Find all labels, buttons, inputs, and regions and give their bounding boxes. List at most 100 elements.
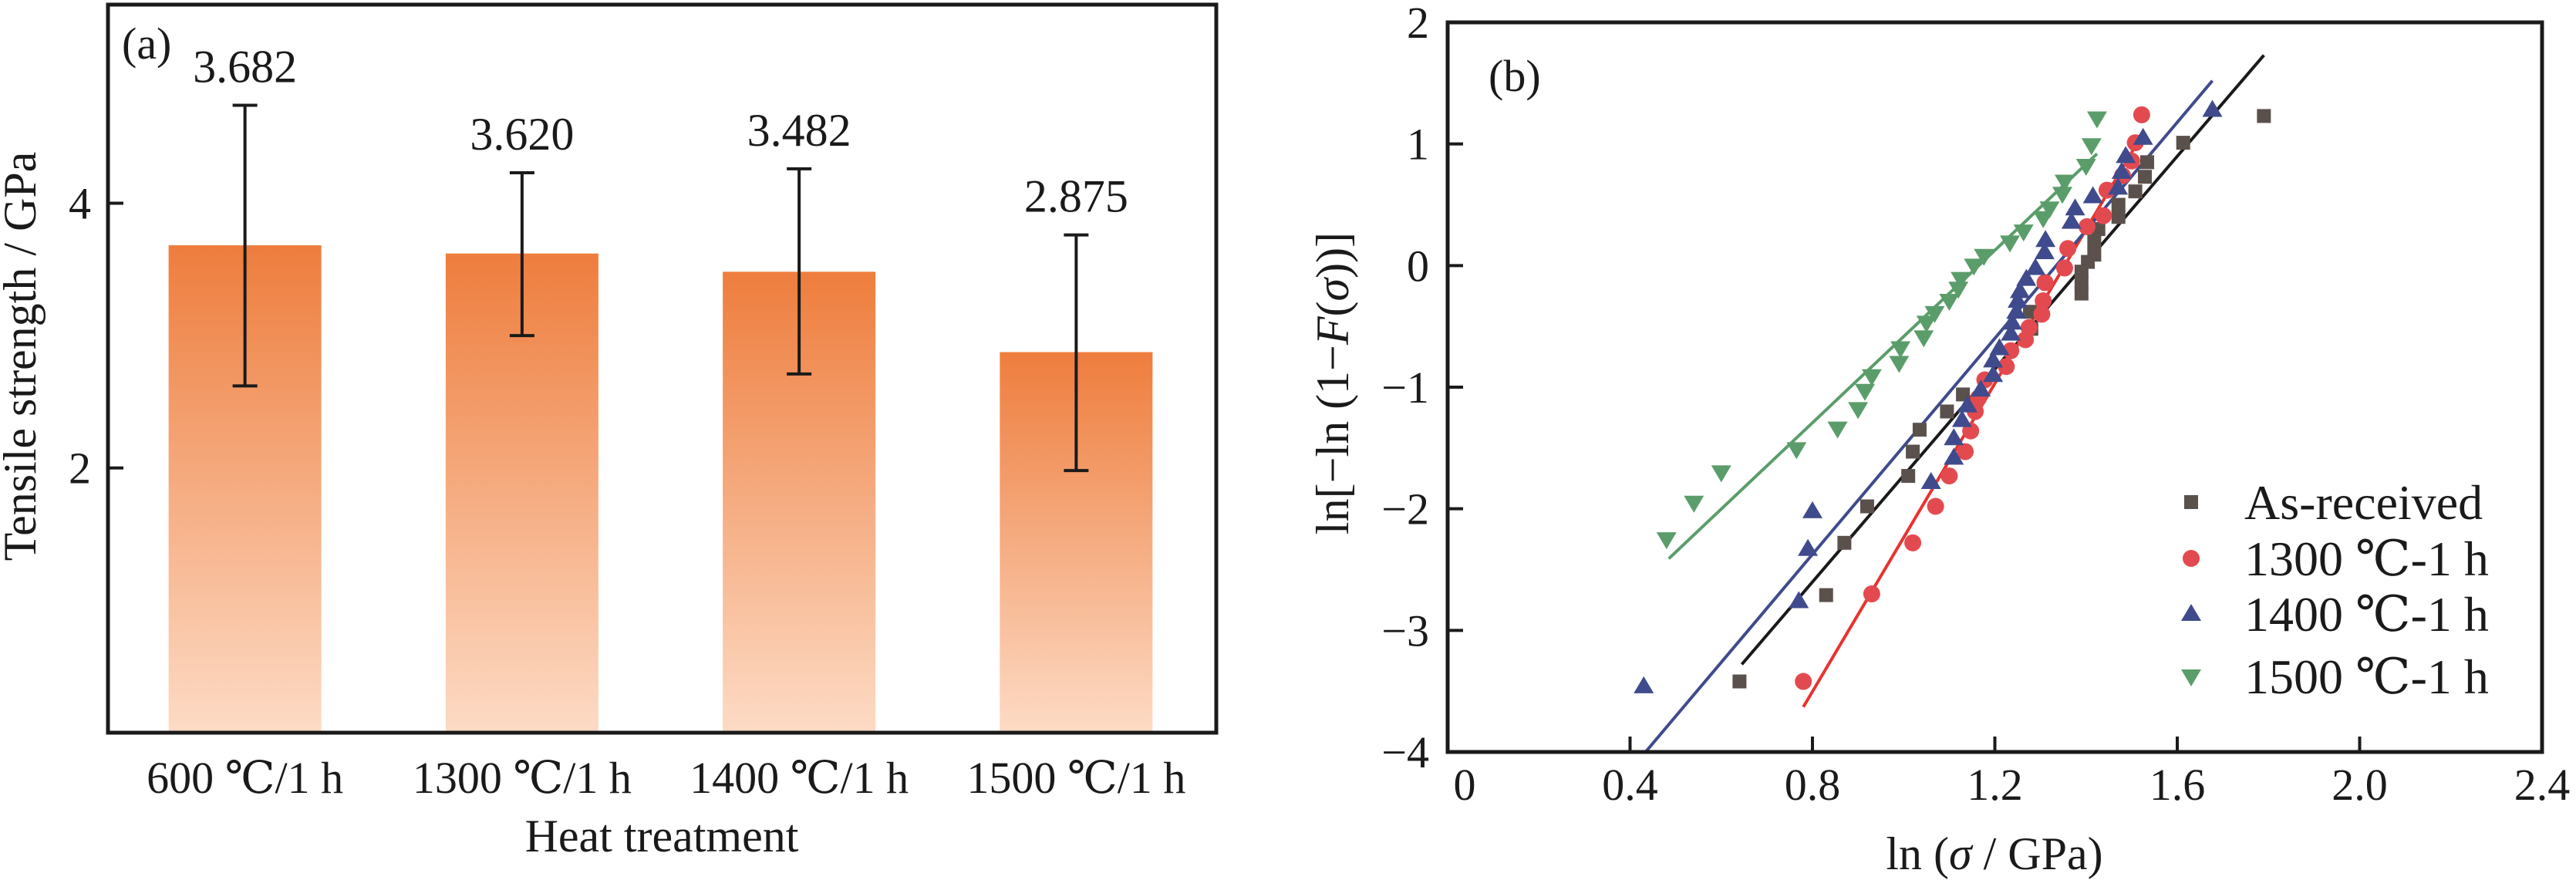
x-tick-label: 2.4	[2514, 760, 2571, 810]
data-point	[2081, 138, 2102, 156]
data-point	[2111, 161, 2132, 179]
error-bar	[787, 167, 812, 376]
data-point	[1890, 341, 1911, 359]
data-point	[2116, 146, 2136, 164]
bar-value-label: 3.482	[747, 105, 851, 156]
series-3-points	[1656, 111, 2107, 550]
data-point	[1634, 676, 1654, 693]
series-0-points	[1732, 109, 2271, 689]
error-bars	[232, 103, 1089, 473]
data-point	[1913, 330, 1934, 348]
data-point	[1940, 404, 1954, 419]
data-point	[2111, 197, 2126, 212]
error-bar	[1064, 233, 1089, 473]
data-point	[1964, 258, 1984, 276]
bar-value-label: 3.682	[193, 41, 297, 92]
y-tick-label: −1	[1381, 362, 1429, 413]
panel-b-weibull-plot: −4 −3 −2 −1 0 1 2 0 0.4 0.8 1.2 1.6 2.0 2.4 (b) ln (…	[1307, 0, 2570, 879]
legend-marker	[2183, 550, 2200, 567]
x-axis-labels-a: 600 ℃/1 h 1300 ℃/1 h 1400 ℃/1 h 1500 ℃/1 h	[147, 753, 1185, 803]
data-point	[1795, 673, 1812, 690]
error-bar	[232, 103, 258, 388]
data-point	[2065, 198, 2085, 216]
data-point	[1974, 248, 1994, 266]
data-point	[2054, 174, 2075, 192]
data-point	[1863, 585, 1880, 603]
data-point	[2138, 170, 2153, 184]
data-point	[1916, 315, 1937, 333]
data-point	[2035, 292, 2052, 310]
x-tick-label: 2.0	[2332, 760, 2388, 810]
data-point	[2008, 291, 2028, 309]
data-point	[1924, 305, 1945, 323]
data-point	[1789, 591, 1809, 609]
data-point	[2082, 186, 2103, 204]
data-point	[2036, 274, 2054, 292]
data-point	[2025, 258, 2046, 275]
data-point	[1920, 471, 1941, 489]
data-point	[1971, 379, 1991, 397]
bar-value-label: 2.875	[1024, 171, 1128, 222]
data-point	[1711, 465, 1731, 483]
data-point	[2033, 305, 2051, 323]
data-point	[2074, 286, 2089, 301]
data-point	[2001, 312, 2022, 330]
legend-label: As-received	[2244, 475, 2483, 530]
data-point	[1983, 350, 2004, 368]
data-point	[2020, 319, 2038, 336]
data-point	[1861, 369, 1882, 386]
data-point	[1656, 532, 1677, 550]
y-tick-label: −2	[1381, 484, 1429, 534]
y-axis-ticks-b: −4 −3 −2 −1 0 1 2	[1381, 0, 1463, 777]
error-bar	[509, 170, 534, 338]
data-point	[1854, 383, 1875, 401]
x-axis-ticks-b: 0 0.4 0.8 1.2 1.6 2.0 2.4	[1454, 737, 2571, 810]
data-point	[1927, 497, 1944, 515]
y-axis-ticks-a: 24	[69, 178, 123, 494]
data-point	[2075, 159, 2096, 177]
data-point	[1901, 469, 1916, 484]
data-point	[1939, 294, 1960, 312]
legend-item: 1300 ℃-1 h	[2183, 531, 2489, 586]
data-point	[2111, 210, 2126, 224]
data-point	[1798, 538, 1819, 556]
data-point	[2202, 99, 2223, 117]
data-point	[2013, 224, 2034, 242]
y-tick-label: 2	[69, 443, 91, 494]
data-point	[1827, 421, 1848, 439]
plot-frame-b	[1445, 20, 2544, 754]
y-tick-label: 0	[1407, 241, 1429, 291]
y-tick-label: 1	[1407, 120, 1429, 170]
x-tick-label: 1400 ℃/1 h	[690, 753, 909, 803]
bar-value-label: 3.620	[470, 109, 574, 160]
data-point	[2010, 281, 2031, 298]
data-point	[2078, 217, 2096, 235]
data-point	[1684, 495, 1704, 513]
x-tick-label: 600 ℃/1 h	[147, 753, 343, 803]
x-tick-label: 1.2	[1967, 760, 2023, 810]
data-point	[2108, 177, 2129, 195]
x-tick-label: 1300 ℃/1 h	[413, 753, 632, 803]
x-tick-label: 1500 ℃/1 h	[966, 753, 1185, 803]
data-point	[2133, 127, 2153, 145]
y-tick-label: 2	[1407, 0, 1429, 48]
data-point	[1802, 501, 1822, 518]
data-point	[2061, 211, 2082, 229]
x-tick-label: 1.6	[2149, 760, 2206, 810]
x-tick-label: 0.8	[1785, 760, 1841, 810]
data-point	[2052, 187, 2073, 204]
data-point	[2074, 275, 2089, 290]
data-point	[2095, 207, 2112, 224]
legend-label: 1400 ℃-1 h	[2244, 587, 2489, 642]
legend-item: As-received	[2184, 475, 2483, 530]
data-point	[2034, 241, 2055, 259]
data-point	[1983, 365, 2004, 383]
x-tick-label: 0.4	[1602, 760, 1658, 810]
x-axis-title-a: Heat treatment	[525, 811, 799, 861]
legend-marker	[2181, 604, 2201, 621]
data-point	[2133, 106, 2150, 123]
series-2-points	[1634, 99, 2223, 693]
scatter-points	[1634, 99, 2271, 693]
data-point	[1889, 356, 1910, 373]
